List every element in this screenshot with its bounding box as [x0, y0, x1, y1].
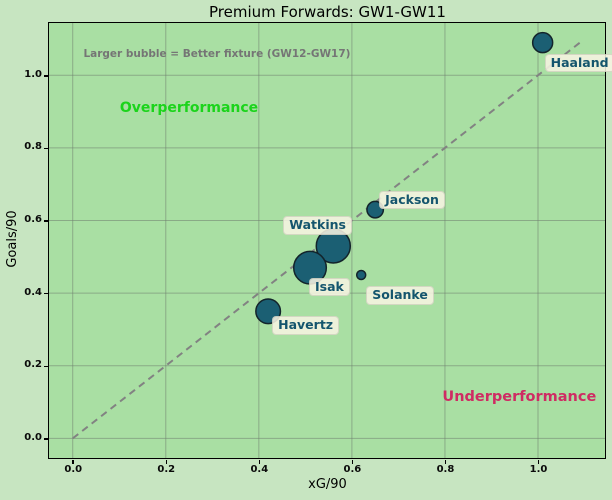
y-tick-mark — [44, 75, 48, 77]
annotation-overperformance: Overperformance — [119, 99, 259, 116]
x-tick-mark — [351, 460, 354, 464]
x-tick-label: 1.0 — [529, 464, 548, 475]
point-label-solanke: Solanke — [366, 285, 434, 305]
y-tick-label: 0.4 — [24, 286, 42, 298]
point-label-watkins: Watkins — [283, 215, 352, 235]
y-tick-label: 0.0 — [24, 431, 42, 443]
point-label-jackson: Jackson — [379, 190, 445, 210]
y-tick-mark — [44, 220, 48, 222]
x-tick-label: 0.2 — [157, 464, 176, 475]
point-label-haaland: Haaland — [544, 53, 612, 73]
bubble-solanke — [355, 269, 367, 281]
x-tick-mark — [537, 460, 540, 464]
x-tick-mark — [444, 460, 447, 464]
x-tick-label: 0.8 — [436, 464, 455, 475]
y-tick-label: 0.2 — [24, 359, 42, 371]
annotation-bubble-note: Larger bubble = Better fixture (GW12-GW1… — [83, 47, 351, 60]
x-tick-label: 0.0 — [64, 464, 83, 475]
y-tick-mark — [44, 438, 48, 440]
plot-area: Haaland Jackson Watkins Isak Solanke Havertz L… — [48, 22, 612, 459]
chart-title: Premium Forwards: GW1-GW11 — [209, 3, 446, 21]
plot-svg — [49, 23, 605, 458]
x-tick-label: 0.6 — [343, 464, 362, 475]
y-axis-label: Goals/90 — [5, 210, 20, 268]
y-tick-mark — [44, 147, 48, 150]
annotation-underperformance: Underperformance — [442, 388, 597, 405]
x-tick-label: 0.4 — [250, 464, 269, 475]
bubble-haaland — [531, 31, 554, 54]
y-tick-label: 0.6 — [24, 214, 42, 226]
point-label-havertz: Havertz — [272, 316, 340, 336]
x-tick-mark — [165, 460, 168, 464]
x-tick-mark — [72, 460, 74, 464]
y-tick-label: 1.0 — [24, 68, 42, 80]
y-tick-mark — [44, 365, 48, 368]
y-tick-label: 0.8 — [24, 141, 42, 153]
y-tick-mark — [44, 292, 48, 295]
x-axis-label: xG/90 — [308, 477, 347, 492]
x-tick-mark — [258, 460, 261, 464]
point-label-isak: Isak — [309, 277, 350, 297]
